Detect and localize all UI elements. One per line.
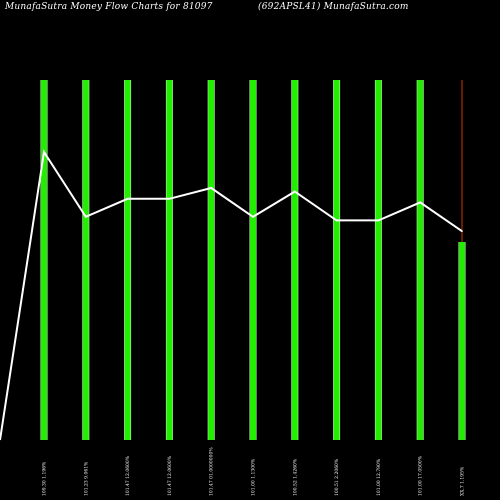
line-layer (0, 149, 463, 441)
line-point (294, 190, 296, 193)
bar (333, 80, 340, 440)
x-tick-label: 109.30 1.196% (42, 461, 48, 496)
bar (250, 80, 256, 440)
bar (417, 80, 424, 440)
x-tick-label: 100.52 1.4260% (292, 458, 298, 496)
line-point (168, 198, 171, 200)
x-tick-label: 101.47 12.0600% (125, 455, 131, 496)
line-point (335, 219, 338, 222)
line-point (461, 230, 463, 232)
x-tick-label: XX.7 1.195% (460, 466, 466, 496)
bar (82, 80, 89, 440)
money-flow-line (0, 149, 463, 441)
x-tick-labels: 109.30 1.196% 101.23 9.061% 101.47 12.0600… (42, 447, 466, 496)
x-tick-label: 100.51 2.2060% (334, 458, 340, 496)
x-tick-label: 101.00 1.1300% (251, 458, 257, 496)
line-point (252, 216, 254, 218)
x-tick-label: 101.00 12.790% (376, 458, 382, 496)
line-point (419, 201, 422, 204)
x-tick-label: 101.00 17.0500% (418, 455, 424, 496)
chart-title: MunafaSutra Money Flow Charts for 81097 (5, 2, 213, 12)
bar (375, 80, 382, 440)
bar (459, 242, 465, 440)
bars-layer (40, 80, 466, 440)
bar (208, 80, 215, 440)
bar (291, 80, 298, 440)
line-point (210, 187, 212, 189)
x-tick-label: 101.47 01.0000000% (209, 447, 215, 496)
x-tick-label: 101.23 9.061% (83, 461, 89, 496)
bar (124, 80, 131, 440)
line-point (377, 219, 380, 222)
line-point (126, 198, 129, 200)
chart-subtitle: (692APSL41) MunafaSutra.com (258, 2, 409, 12)
line-point (43, 151, 45, 153)
line-point (85, 216, 87, 218)
x-tick-label: 101.47 12.0600% (167, 455, 173, 496)
bar (41, 80, 47, 440)
bar (166, 80, 173, 440)
